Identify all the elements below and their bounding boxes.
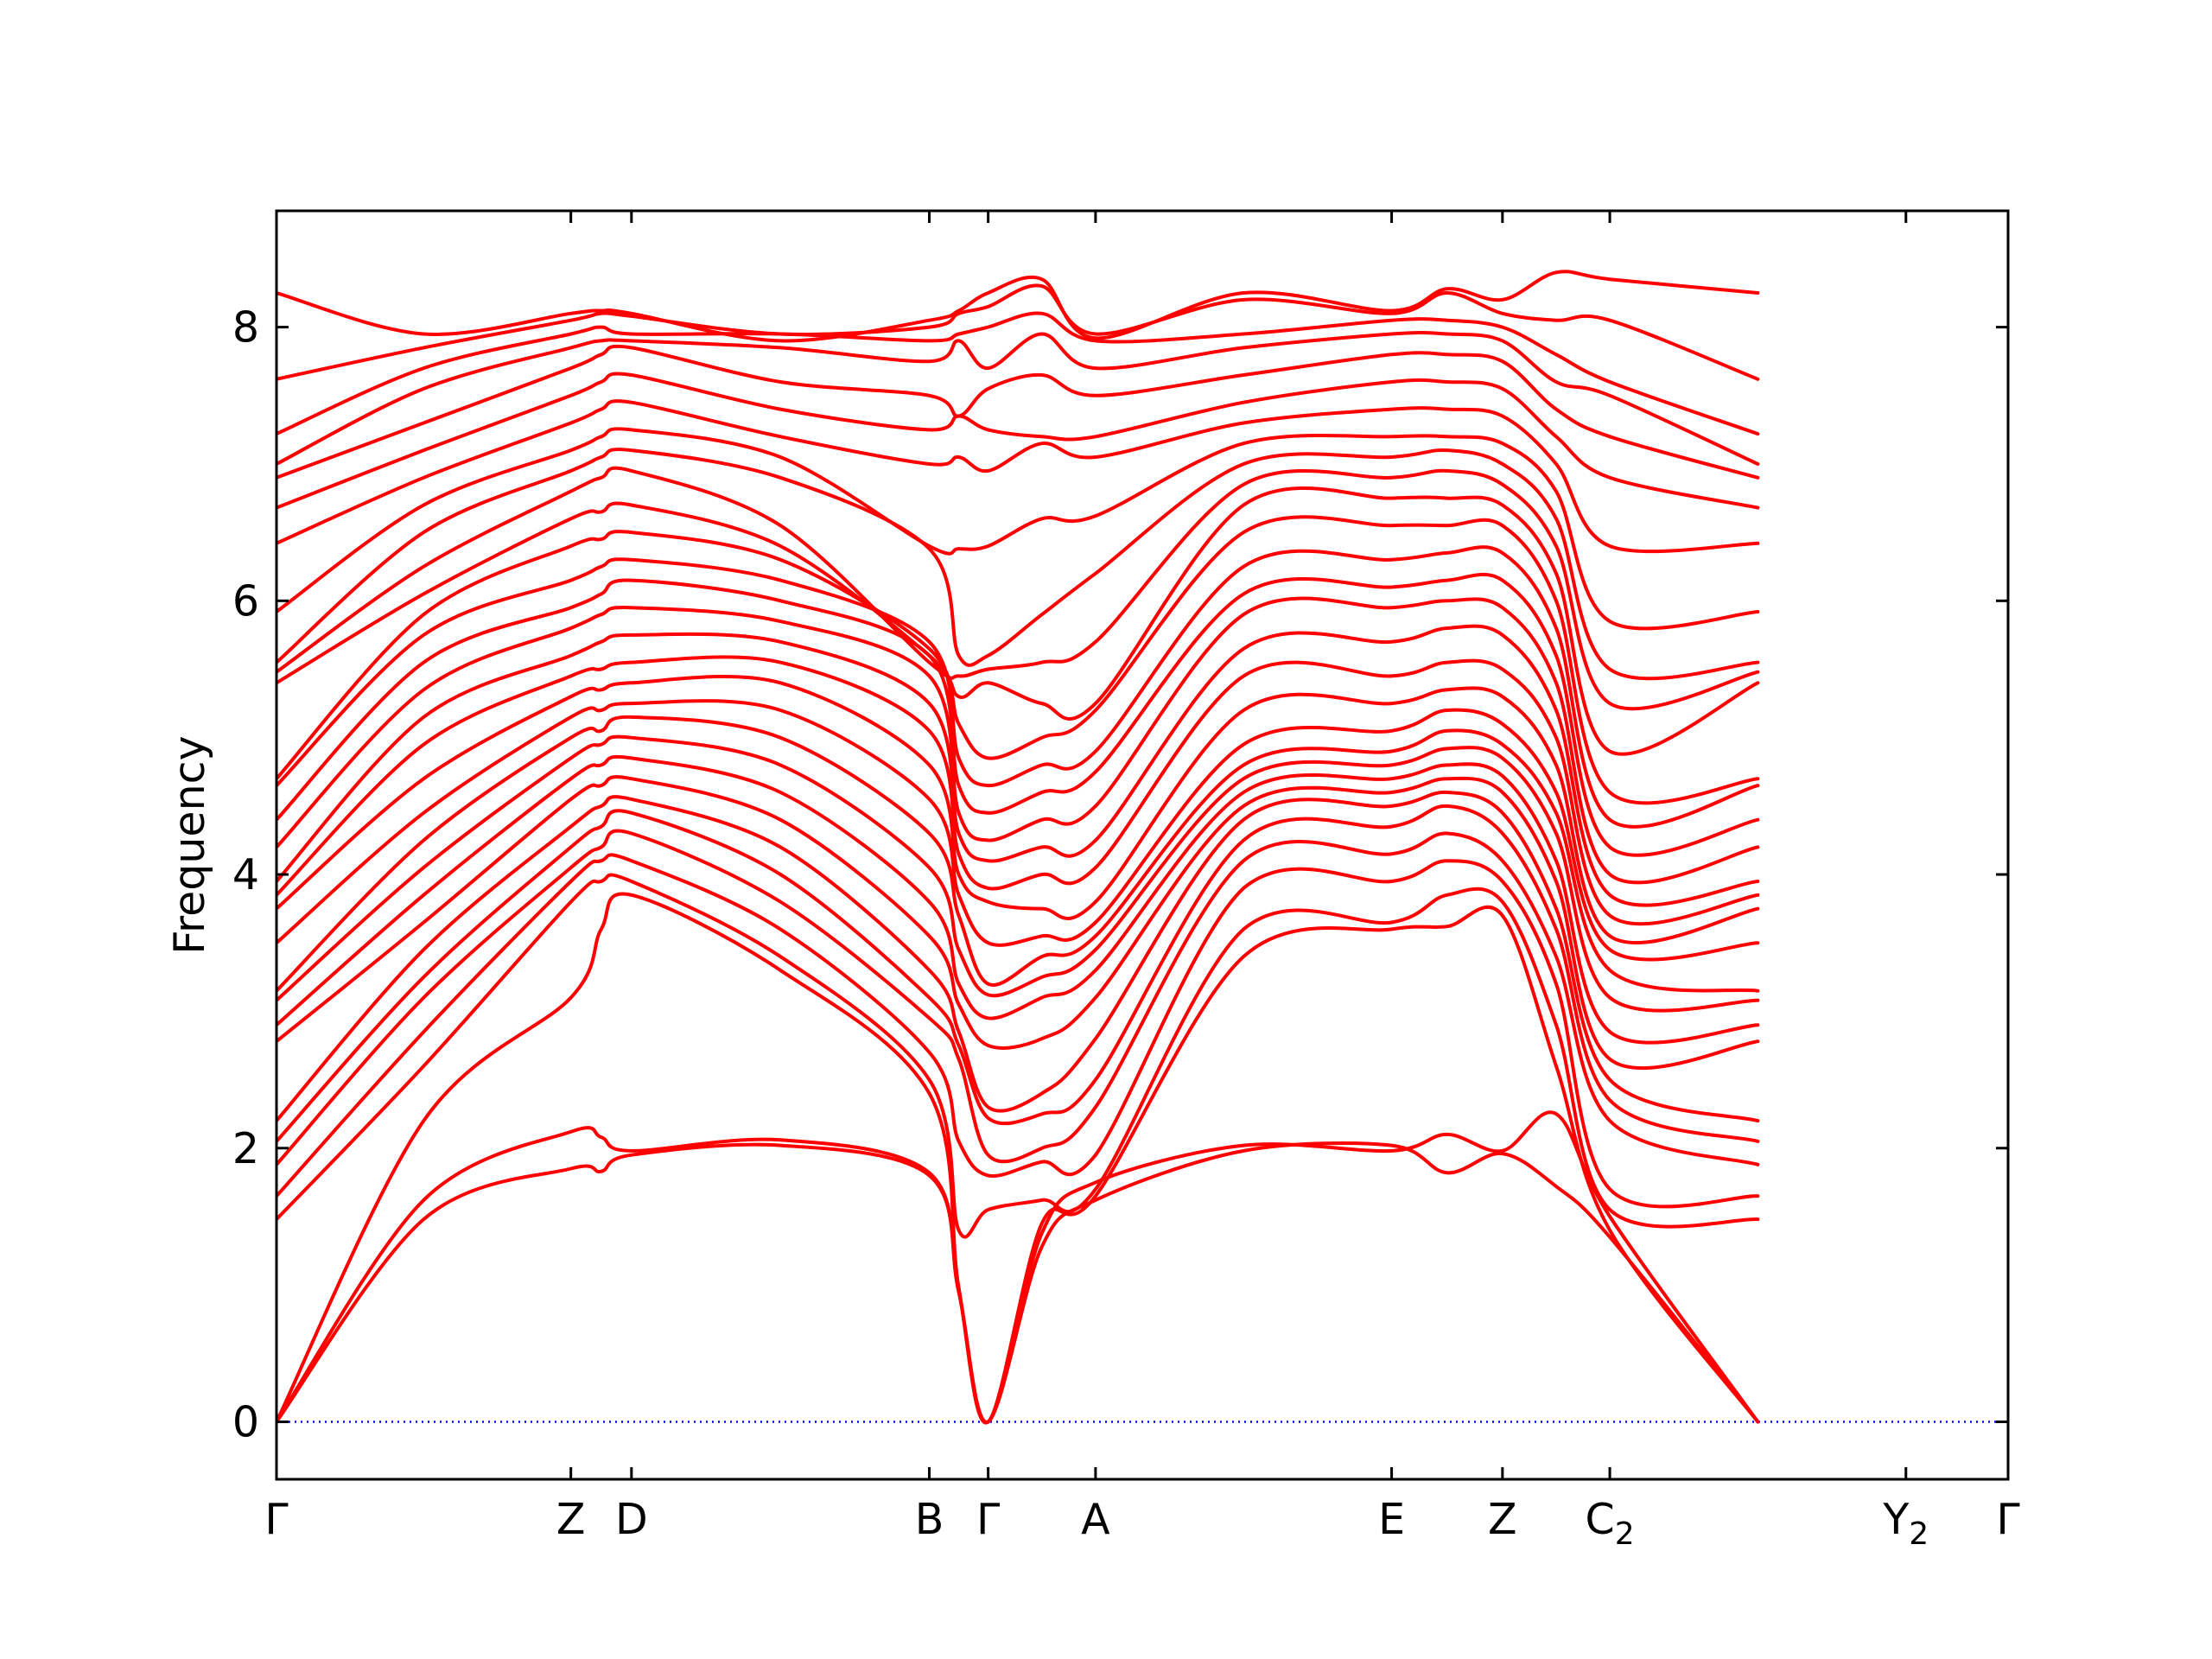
band-line-16 xyxy=(276,624,1760,907)
band-line-24 xyxy=(276,427,1760,631)
band-line-18 xyxy=(276,572,1760,857)
band-line-11 xyxy=(276,734,1760,1013)
band-line-28 xyxy=(276,331,1760,466)
x-axis-ticks: Γ Z D B Γ A E Z C2 Y2 Γ xyxy=(264,211,2020,1552)
x-tick-label: B xyxy=(915,1495,944,1544)
x-tick-label: C2 xyxy=(1586,1495,1635,1552)
x-tick-label: Y2 xyxy=(1882,1495,1929,1552)
band-line-31 xyxy=(276,270,1760,343)
band-line-20 xyxy=(276,515,1760,805)
band-line-19 xyxy=(276,545,1760,829)
band-line-15 xyxy=(276,655,1760,926)
x-tick-label: A xyxy=(1081,1495,1110,1544)
band-line-4 xyxy=(276,873,1760,1239)
band-line-30 xyxy=(276,283,1760,381)
band-line-5 xyxy=(276,853,1760,1209)
band-line-22 xyxy=(276,466,1760,711)
band-line-6 xyxy=(276,829,1760,1166)
y-tick-label: 4 xyxy=(232,850,259,899)
band-line-21 xyxy=(276,486,1760,756)
band-line-25 xyxy=(276,399,1760,554)
band-line-8 xyxy=(276,790,1760,1123)
x-tick-label: Γ xyxy=(264,1495,289,1544)
x-tick-label: Z xyxy=(1488,1495,1517,1544)
x-tick-label: E xyxy=(1378,1495,1405,1544)
x-tick-label: Γ xyxy=(976,1495,1001,1544)
y-axis-label: Frequency xyxy=(165,735,214,954)
y-tick-label: 2 xyxy=(232,1124,259,1173)
band-line-26 xyxy=(276,372,1760,510)
band-line-13 xyxy=(276,699,1760,962)
band-line-29 xyxy=(276,311,1760,436)
band-lines xyxy=(276,270,1760,1425)
band-line-3 xyxy=(276,892,1760,1425)
band-line-17 xyxy=(276,596,1760,885)
band-line-7 xyxy=(276,804,1760,1143)
x-tick-label: Z xyxy=(556,1495,586,1544)
band-line-10 xyxy=(276,754,1760,1045)
y-tick-label: 8 xyxy=(232,303,259,353)
y-tick-label: 6 xyxy=(232,576,259,626)
band-line-27 xyxy=(276,344,1760,480)
band-line-12 xyxy=(276,715,1760,993)
x-tick-label: Γ xyxy=(1996,1495,2020,1544)
plot-frame xyxy=(275,209,2010,1481)
y-tick-label: 0 xyxy=(232,1397,259,1446)
band-line-14 xyxy=(276,674,1760,945)
band-line-9 xyxy=(276,775,1760,1071)
y-axis-ticks: 0 2 4 6 8 xyxy=(232,303,2008,1446)
band-line-23 xyxy=(276,448,1760,681)
band-line-1 xyxy=(276,1141,1760,1424)
x-tick-label: D xyxy=(615,1495,648,1544)
